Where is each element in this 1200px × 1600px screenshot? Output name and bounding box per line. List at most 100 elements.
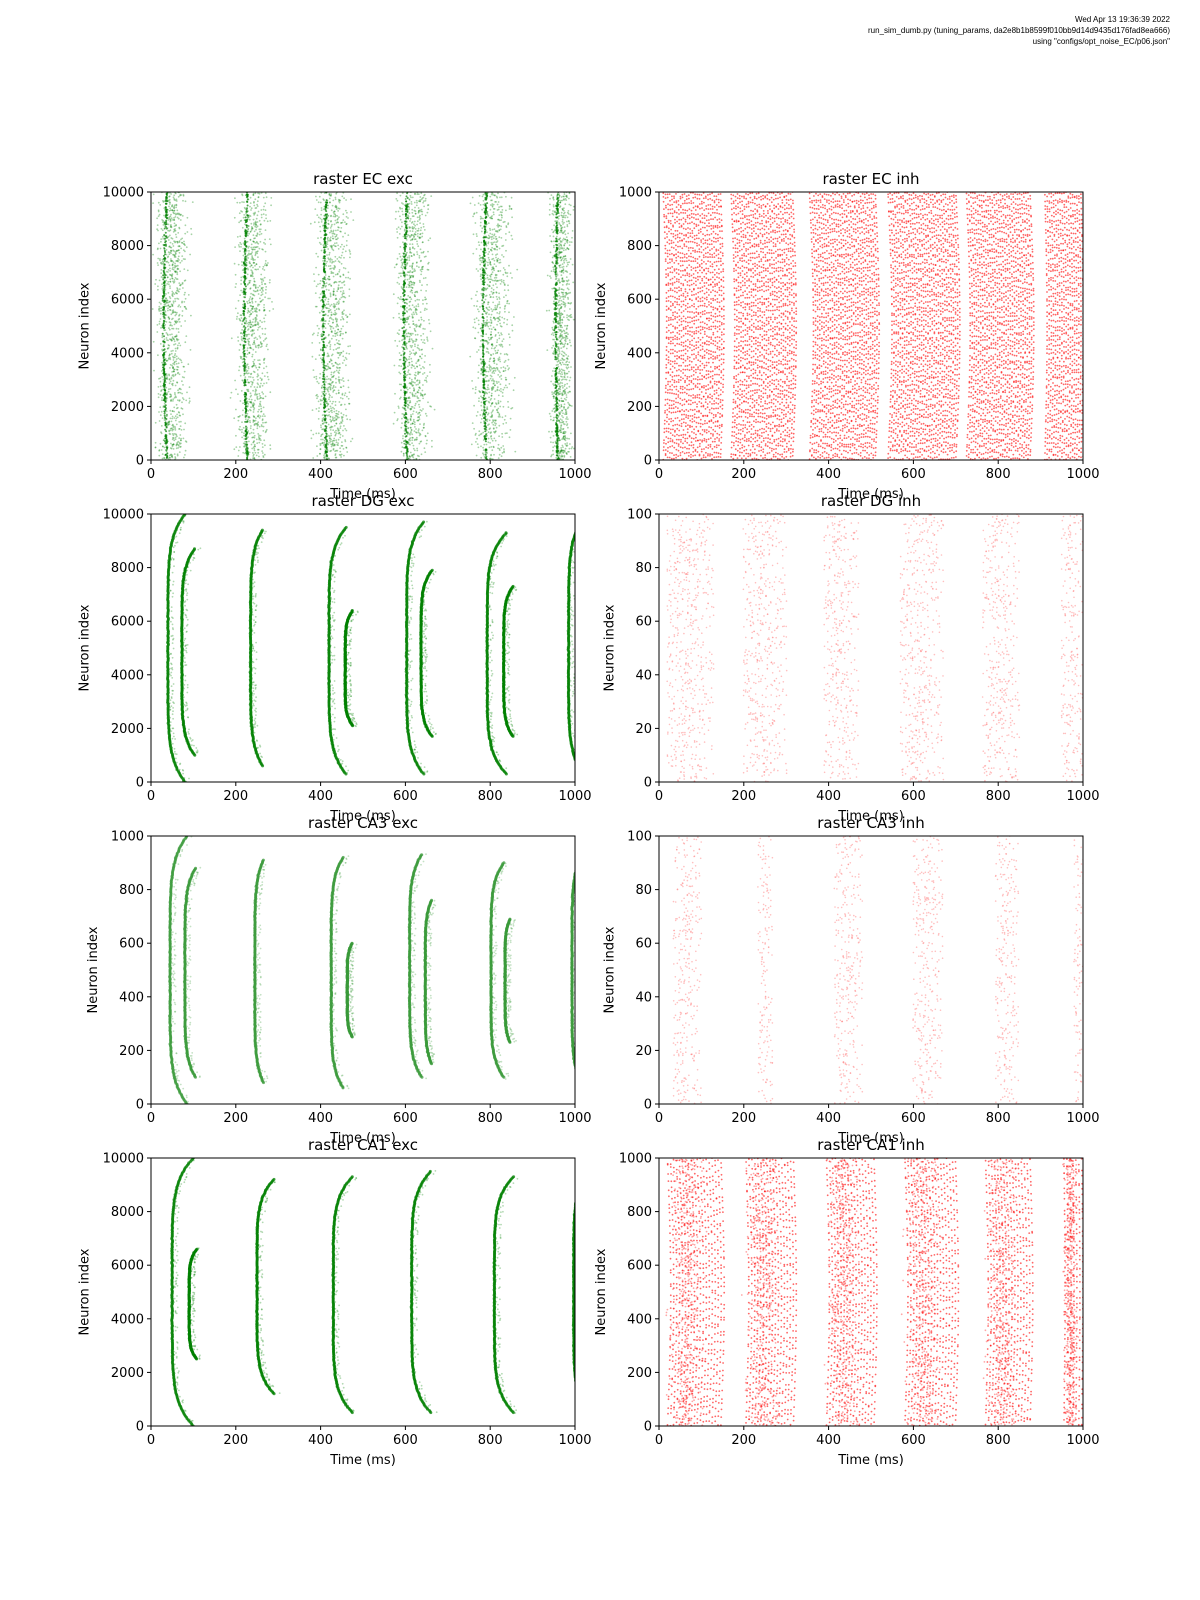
spike-dot xyxy=(165,377,168,380)
spike-dot xyxy=(319,357,322,360)
spike-dot xyxy=(333,223,336,226)
spike-dot xyxy=(175,233,177,236)
spike-dot xyxy=(239,201,241,204)
spike-dot xyxy=(163,385,166,387)
spike-dot xyxy=(487,303,489,306)
spike-dot xyxy=(508,204,511,207)
spike-dot xyxy=(161,260,164,263)
spike-dot xyxy=(169,305,171,308)
spike-dot xyxy=(323,314,326,317)
spike-dot xyxy=(422,397,424,400)
spike-dot xyxy=(488,327,491,330)
spike-dot xyxy=(345,276,347,279)
spike-dot xyxy=(260,291,263,294)
spike-dot xyxy=(334,294,337,297)
spike-dot xyxy=(329,386,332,389)
spike-dot xyxy=(253,341,256,344)
spike-dot xyxy=(261,288,264,291)
spike-dot xyxy=(329,227,332,229)
spike-dot xyxy=(499,416,501,418)
spike-dot xyxy=(169,309,172,311)
spike-dot xyxy=(259,319,262,322)
spike-dot xyxy=(165,202,168,205)
spike-dot xyxy=(246,372,249,375)
spike-dot xyxy=(327,257,330,259)
spike-dot xyxy=(405,239,408,241)
spike-dot xyxy=(173,228,176,231)
spike-dot xyxy=(168,301,171,303)
spike-dot xyxy=(324,219,327,222)
spike-dot xyxy=(168,354,171,357)
spike-dot xyxy=(409,290,412,293)
spike-dot xyxy=(411,380,413,383)
spike-dot xyxy=(171,260,174,262)
spike-dot xyxy=(413,389,415,392)
spike-dot xyxy=(168,216,171,219)
spike-dot xyxy=(183,243,186,246)
spike-dot xyxy=(417,303,420,306)
spike-dot xyxy=(175,447,178,450)
spike-dot xyxy=(169,429,172,432)
spike-dot xyxy=(411,196,414,199)
spike-dot xyxy=(262,340,265,342)
spike-dot xyxy=(250,264,253,267)
spike-dot xyxy=(157,229,159,232)
spike-dot xyxy=(174,384,177,387)
spike-dot xyxy=(162,322,165,324)
spike-dot xyxy=(494,424,497,427)
spike-dot xyxy=(242,380,245,382)
spike-dot xyxy=(172,443,175,445)
spike-dot xyxy=(414,340,417,343)
spike-dot xyxy=(182,249,185,252)
spike-dot xyxy=(510,196,513,199)
spike-dot xyxy=(314,358,317,360)
spike-dot xyxy=(163,259,166,262)
spike-dot xyxy=(328,278,331,281)
spike-dot xyxy=(337,376,340,378)
spike-dot xyxy=(505,209,507,212)
spike-dot xyxy=(490,437,493,440)
spike-dot xyxy=(403,274,405,277)
spike-dot xyxy=(413,268,416,271)
spike-dot xyxy=(503,289,506,291)
spike-dot xyxy=(180,429,183,431)
spike-dot xyxy=(411,455,413,458)
spike-dot xyxy=(258,335,261,337)
spike-dot xyxy=(341,445,344,447)
spike-dot xyxy=(394,339,397,342)
spike-dot xyxy=(320,424,322,427)
spike-dot xyxy=(336,351,339,354)
spike-dot xyxy=(233,448,236,451)
spike-dot xyxy=(334,245,336,248)
spike-dot xyxy=(335,456,338,459)
spike-dot xyxy=(165,305,168,308)
spike-dot xyxy=(413,407,416,409)
spike-dot xyxy=(253,343,256,345)
spike-dot xyxy=(323,457,325,459)
spike-dot xyxy=(263,306,265,309)
spike-dot xyxy=(171,318,173,321)
spike-dot xyxy=(176,347,179,350)
spike-dot xyxy=(402,335,405,337)
spike-dot xyxy=(414,224,416,227)
spike-dot xyxy=(323,255,326,258)
spike-dot xyxy=(497,331,500,334)
spike-dot xyxy=(426,283,428,286)
spike-dot xyxy=(335,409,338,412)
spike-dot xyxy=(321,361,323,364)
spike-dot xyxy=(321,327,324,330)
spike-dot xyxy=(165,410,168,413)
spike-dot xyxy=(323,410,326,413)
spike-dot xyxy=(402,435,404,437)
spike-dot xyxy=(259,434,262,437)
spike-dot xyxy=(501,436,504,438)
spike-dot xyxy=(340,262,343,265)
spike-dot xyxy=(337,432,340,435)
spike-dot xyxy=(174,265,177,268)
spike-dot xyxy=(244,395,247,398)
spike-dot xyxy=(414,192,416,195)
spike-dot xyxy=(335,422,338,425)
spike-dot xyxy=(161,417,164,419)
spike-dot xyxy=(400,305,402,308)
spike-dot xyxy=(173,218,176,221)
